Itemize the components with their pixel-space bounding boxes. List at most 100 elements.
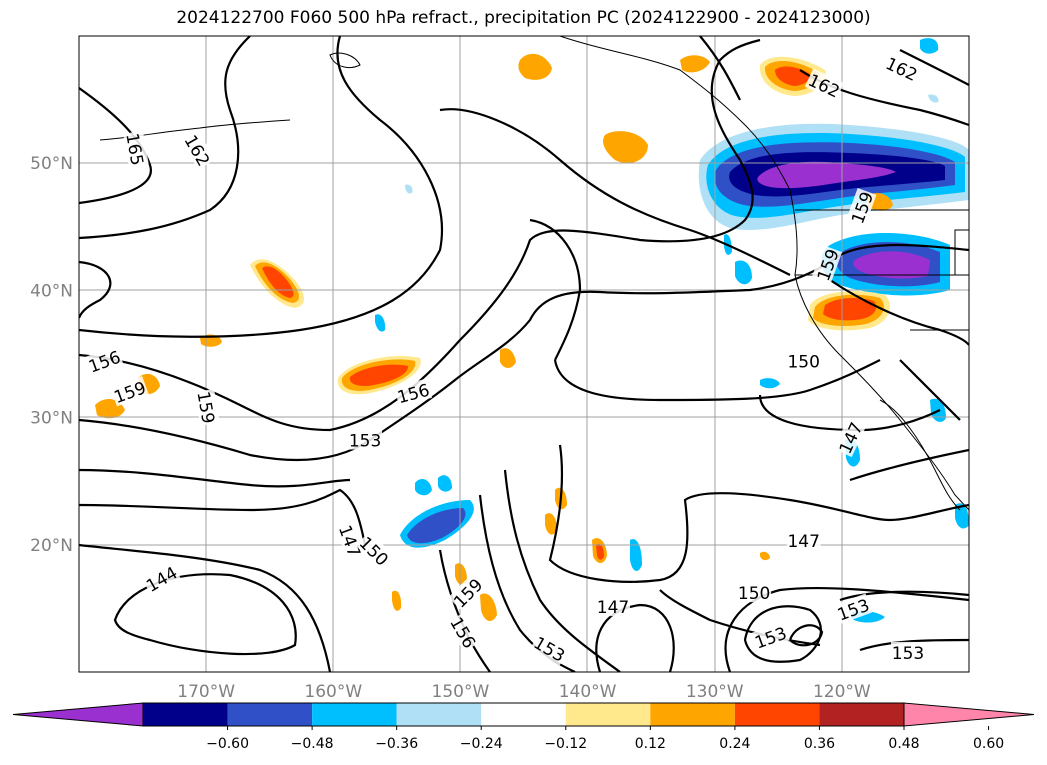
colorbar: −0.60 −0.48 −0.36 −0.24 −0.12 0.12 0.24 0.36 0.4… — [12, 702, 1035, 752]
contour-label: 147 — [596, 596, 630, 618]
colorbar-segment — [819, 703, 904, 726]
colorbar-segment — [396, 703, 482, 726]
precip-area — [545, 513, 557, 535]
longitude-label: 120°W — [813, 682, 871, 702]
latitude-label: 50°N — [30, 154, 73, 174]
contour-label-background — [786, 529, 821, 550]
precip-area — [596, 544, 604, 560]
colorbar-tick-label: 0.24 — [719, 736, 750, 752]
map-content — [79, 36, 969, 672]
precip-area — [760, 551, 770, 561]
precip-area — [438, 475, 452, 492]
contour-label-background — [846, 187, 877, 227]
precip-area — [349, 364, 409, 387]
contour-label: 147 — [786, 529, 821, 552]
longitude-label: 130°W — [686, 682, 744, 702]
contour-label-background — [811, 245, 843, 285]
precip-area — [630, 539, 642, 572]
colorbar-segment — [227, 703, 313, 726]
contour-label-background — [180, 130, 216, 170]
precip-area — [518, 53, 552, 80]
contour-label-text: 153 — [892, 644, 924, 664]
colorbar-segment — [481, 703, 566, 726]
contour-label-background — [737, 582, 772, 603]
contour-label-background — [110, 376, 149, 407]
colorbar-segment — [312, 703, 397, 726]
contour-label-background — [882, 51, 922, 85]
latitude-labels: 20°N 30°N 40°N 50°N — [30, 154, 73, 556]
precip-area — [853, 251, 930, 279]
precip-area — [480, 593, 497, 622]
longitude-label: 160°W — [304, 682, 362, 702]
contour-label-background — [141, 561, 181, 596]
contour-label-background — [446, 612, 481, 652]
contour-label-text: 147 — [787, 532, 819, 552]
longitude-labels: 170°W 160°W 150°W 140°W 130°W 120°W — [177, 682, 871, 702]
colorbar-segment — [734, 703, 820, 726]
contour-label-background — [448, 573, 487, 612]
colorbar-tick-label: 0.60 — [973, 736, 1004, 752]
contour-label-background — [786, 350, 821, 371]
precip-area — [735, 260, 752, 285]
contour-label-text: 150 — [787, 353, 819, 373]
contour-label-background — [355, 531, 394, 570]
precip-area — [760, 378, 780, 389]
contour-label-background — [530, 631, 570, 666]
precip-area — [405, 184, 413, 194]
colorbar-extend-low — [12, 702, 144, 727]
coastlines — [99, 36, 969, 511]
contour-label-background — [84, 345, 124, 376]
colorbar-outline — [142, 702, 905, 727]
colorbar-tick-label: −0.60 — [206, 736, 249, 752]
latitude-label: 20°N — [30, 536, 73, 556]
latitude-label: 30°N — [30, 409, 73, 429]
map-frame — [78, 35, 970, 673]
graticule — [79, 36, 969, 672]
contour-label-background — [394, 378, 433, 407]
precip-area — [603, 131, 648, 164]
precip-area — [500, 348, 516, 368]
precip-area — [955, 503, 969, 529]
contour-label-background — [194, 388, 220, 426]
colorbar-tick-label: −0.24 — [460, 736, 503, 752]
colorbar-tick-label: −0.12 — [544, 736, 587, 752]
contour-label-background — [335, 521, 366, 561]
precip-area — [392, 590, 402, 611]
contour-label: 153 — [348, 429, 383, 451]
longitude-label: 140°W — [559, 682, 617, 702]
colorbar-segment — [650, 703, 735, 726]
colorbar-tick-label: −0.36 — [375, 736, 418, 752]
precip-area — [928, 94, 939, 103]
contour-label-background — [750, 621, 790, 652]
precip-area — [757, 161, 896, 189]
precip-area — [375, 314, 386, 332]
precip-area — [680, 55, 710, 73]
contour-label: 153 — [890, 641, 925, 664]
precip-area — [920, 38, 939, 54]
colorbar-segment — [143, 703, 228, 726]
precip-area — [415, 478, 432, 496]
longitude-label: 150°W — [432, 682, 490, 702]
contour-label-text: 153 — [349, 431, 381, 451]
contour-label-background — [890, 641, 925, 662]
contour-label-background — [833, 593, 873, 624]
precip-area — [455, 563, 467, 585]
colorbar-tick-label: 0.48 — [888, 736, 919, 752]
contour-label: 150 — [737, 582, 772, 604]
contour-label-background — [348, 429, 383, 450]
contour-label-text: 147 — [597, 598, 629, 618]
contour-label: 150 — [786, 350, 821, 373]
colorbar-tick-label: 0.36 — [804, 736, 835, 752]
latitude-label: 40°N — [30, 281, 73, 301]
contour-label-background — [596, 596, 630, 617]
contour-label: 159 — [192, 388, 220, 426]
colorbar-extend-high — [903, 702, 1035, 727]
precip-area — [823, 297, 877, 321]
contour-label-background — [833, 417, 867, 458]
colorbar-tick-label: −0.48 — [291, 736, 334, 752]
colorbar-segment — [565, 703, 651, 726]
contour-label-background — [123, 130, 149, 168]
colorbar-tick-label: 0.12 — [635, 736, 666, 752]
longitude-label: 170°W — [177, 682, 235, 702]
